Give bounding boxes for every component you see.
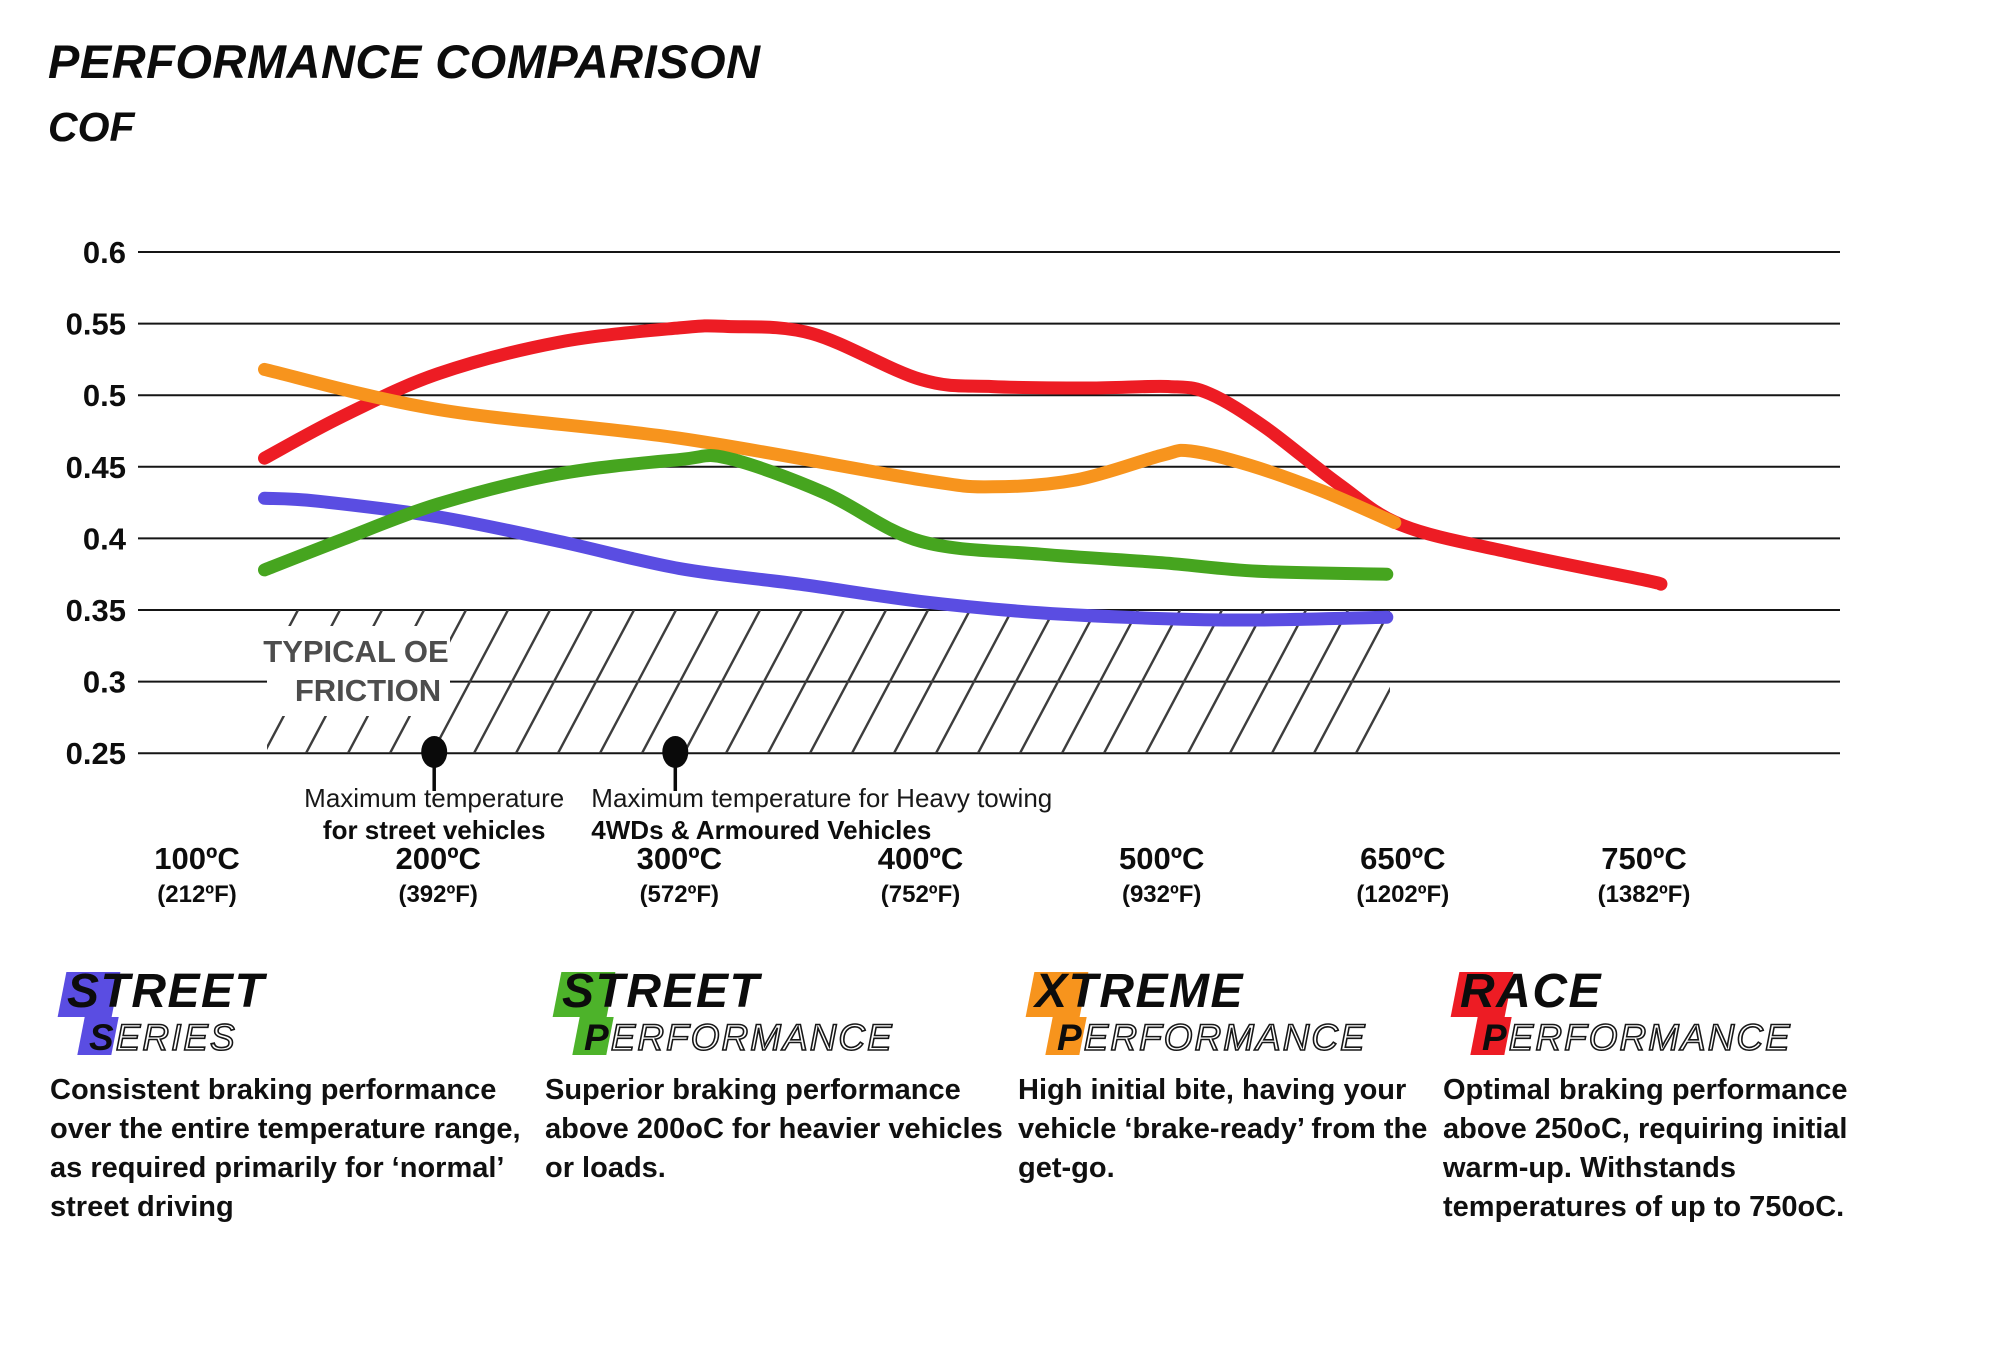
logo-word-sub: PERFORMANCE bbox=[1482, 1017, 1792, 1059]
logo-word-main: RACE bbox=[1460, 965, 1603, 1018]
hatch-line bbox=[808, 610, 888, 754]
legend-description: High initial bite, having your vehicle ‘… bbox=[1018, 1074, 1428, 1184]
logo-sub-initial: P bbox=[584, 1017, 611, 1058]
hatch-line bbox=[1354, 686, 1390, 754]
logo-sub-initial: P bbox=[1482, 1017, 1509, 1058]
logo-word-sub: PERFORMANCE bbox=[584, 1017, 894, 1059]
hatch-line bbox=[1312, 610, 1390, 754]
series-line-race-performance bbox=[258, 319, 1668, 591]
legend-xtreme-performance: XTREME PERFORMANCE High initial bite, ha… bbox=[1018, 966, 1438, 1188]
x-tick-label-celsius: 200ºC bbox=[395, 841, 480, 876]
logo-word-main: STREET bbox=[562, 965, 761, 1018]
y-tick-label: 0.45 bbox=[66, 450, 126, 485]
x-tick-label-fahrenheit: (1202ºF) bbox=[1356, 881, 1449, 908]
legend-street-performance: STREET PERFORMANCE Superior braking perf… bbox=[545, 966, 1023, 1188]
annotation-text-line1: Maximum temperature for Heavy towing bbox=[591, 783, 1052, 813]
hatch-line bbox=[850, 610, 930, 754]
y-tick-label: 0.55 bbox=[66, 307, 126, 342]
page-title: PERFORMANCE COMPARISON bbox=[48, 35, 761, 88]
hatch-line bbox=[598, 610, 678, 754]
legend-description: Consistent braking performance over the … bbox=[50, 1074, 521, 1223]
hatch-line bbox=[556, 610, 636, 754]
annotation-text-line1: Maximum temperature bbox=[304, 783, 564, 813]
hatch-line bbox=[514, 610, 594, 754]
street-performance-logo: STREET PERFORMANCE bbox=[545, 966, 1023, 1064]
oe-band-label-line1: TYPICAL OE bbox=[263, 634, 448, 669]
y-tick-label: 0.3 bbox=[83, 665, 126, 700]
x-tick-label-celsius: 650ºC bbox=[1360, 841, 1445, 876]
logo-sub-rest: ERFORMANCE bbox=[1508, 1017, 1792, 1059]
logo-word-sub: SERIES bbox=[89, 1017, 237, 1059]
hatch-line bbox=[1270, 610, 1350, 754]
logo-sub-rest: ERFORMANCE bbox=[610, 1017, 894, 1059]
cof-axis-title: COF bbox=[48, 104, 135, 150]
hatch-line bbox=[1228, 610, 1308, 754]
hatch-line bbox=[472, 610, 552, 754]
series-line-street-performance bbox=[258, 449, 1394, 581]
x-tick-label-celsius: 750ºC bbox=[1601, 841, 1686, 876]
annotation-dot bbox=[421, 736, 448, 768]
legend-race-performance: RACE PERFORMANCE Optimal braking perform… bbox=[1443, 966, 1905, 1227]
annotation-text-line2: 4WDs & Armoured Vehicles bbox=[591, 815, 931, 845]
logo-word-main: XTREME bbox=[1035, 965, 1245, 1018]
x-tick-label-celsius: 500ºC bbox=[1119, 841, 1204, 876]
x-tick-label-celsius: 100ºC bbox=[154, 841, 239, 876]
y-tick-label: 0.35 bbox=[66, 593, 126, 628]
y-tick-label: 0.4 bbox=[83, 521, 127, 556]
x-tick-label-fahrenheit: (392ºF) bbox=[398, 881, 477, 908]
race-performance-logo: RACE PERFORMANCE bbox=[1443, 966, 1905, 1064]
hatch-line bbox=[976, 610, 1056, 754]
logo-sub-rest: ERIES bbox=[115, 1017, 237, 1059]
y-tick-label: 0.6 bbox=[83, 235, 126, 270]
legend-description: Optimal braking performance above 250oC,… bbox=[1443, 1074, 1848, 1223]
legend-description: Superior braking performance above 200oC… bbox=[545, 1074, 1003, 1184]
series-line-street-series bbox=[258, 491, 1394, 627]
hatch-line bbox=[934, 610, 1014, 754]
hatch-line bbox=[1102, 610, 1182, 754]
logo-sub-rest: ERFORMANCE bbox=[1083, 1017, 1367, 1059]
cof-line-chart: 0.6 0.55 0.5 0.45 0.4 0.35 0.3 0.25 TYPICAL OE FR… bbox=[66, 235, 1840, 908]
xtreme-performance-logo: XTREME PERFORMANCE bbox=[1018, 966, 1438, 1064]
hatch-line bbox=[1018, 610, 1098, 754]
oe-friction-band bbox=[267, 610, 1390, 754]
hatch-line bbox=[1060, 610, 1140, 754]
annotation-dot bbox=[662, 736, 689, 768]
hatch-line bbox=[1186, 610, 1266, 754]
x-tick-label-celsius: 400ºC bbox=[878, 841, 963, 876]
x-tick-label-celsius: 300ºC bbox=[637, 841, 722, 876]
legend-street-series: STREET SERIES Consistent braking perform… bbox=[50, 966, 528, 1227]
y-tick-label: 0.25 bbox=[66, 736, 126, 771]
x-tick-label-fahrenheit: (1382ºF) bbox=[1598, 881, 1691, 908]
logo-sub-initial: P bbox=[1057, 1017, 1084, 1058]
hatch-line bbox=[682, 610, 762, 754]
hatch-line bbox=[892, 610, 972, 754]
y-tick-label: 0.5 bbox=[83, 378, 126, 413]
hatch-line bbox=[430, 610, 510, 754]
series-line-xtreme-performance bbox=[258, 362, 1402, 530]
annotation-text-line2: for street vehicles bbox=[323, 815, 546, 845]
hatch-line bbox=[1144, 610, 1224, 754]
oe-band-label-line2: FRICTION bbox=[295, 673, 441, 708]
logo-word-main: STREET bbox=[67, 965, 266, 1018]
hatch-line bbox=[724, 610, 804, 754]
hatch-line bbox=[640, 610, 720, 754]
oe-band-label-backdrop bbox=[267, 626, 450, 716]
x-tick-label-fahrenheit: (932ºF) bbox=[1122, 881, 1201, 908]
logo-word-sub: PERFORMANCE bbox=[1057, 1017, 1367, 1059]
logo-sub-initial: S bbox=[89, 1017, 116, 1058]
x-tick-label-fahrenheit: (572ºF) bbox=[640, 881, 719, 908]
hatch-line bbox=[766, 610, 846, 754]
cof-chart-svg: 0.6 0.55 0.5 0.45 0.4 0.35 0.3 0.25 TYPICAL OE FR… bbox=[66, 235, 1840, 908]
street-series-logo: STREET SERIES bbox=[50, 966, 528, 1064]
x-tick-label-fahrenheit: (212ºF) bbox=[157, 881, 236, 908]
x-tick-label-fahrenheit: (752ºF) bbox=[881, 881, 960, 908]
